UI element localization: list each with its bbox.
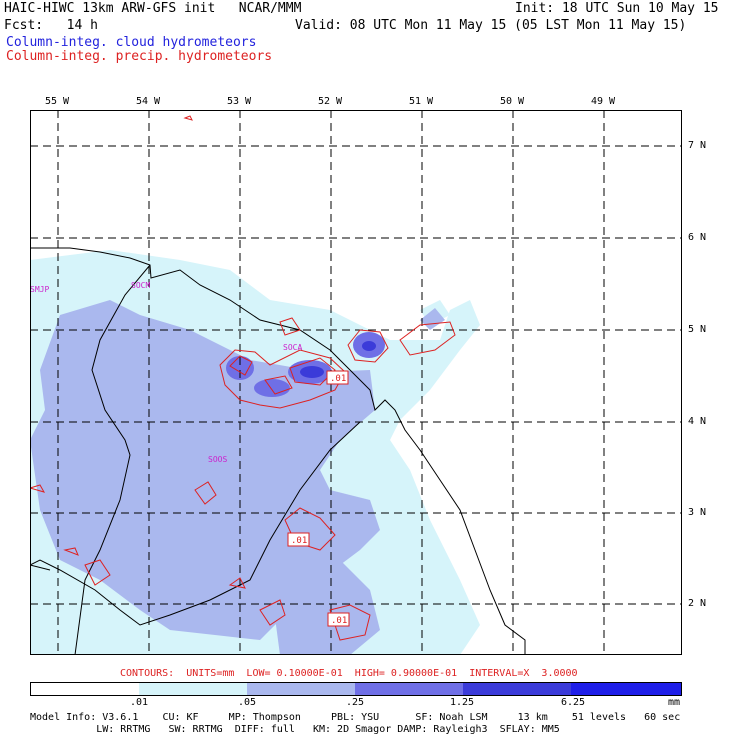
model-info-line2: LW: RRTMG SW: RRTMG DIFF: full KM: 2D Sm… — [30, 724, 560, 735]
colorbar-segment — [247, 683, 355, 695]
init-time: Init: 18 UTC Sun 10 May 15 — [515, 1, 719, 16]
lon-label: 55 W — [45, 96, 70, 107]
colorbar-units: mm — [668, 697, 681, 708]
colorbar-label: 6.25 — [561, 697, 586, 708]
colorbar-label: .05 — [238, 697, 257, 708]
colorbar-segment — [355, 683, 463, 695]
coastline — [30, 247, 526, 655]
colorbar-label: .25 — [346, 697, 365, 708]
valid-time: Valid: 08 UTC Mon 11 May 15 (05 LST Mon … — [295, 18, 687, 33]
forecast-hour: Fcst: 14 h — [4, 18, 98, 33]
station-labels: SMJP SOCM SOCA SOOS — [30, 281, 302, 464]
map-frame — [30, 110, 682, 655]
cloud-shading-core — [300, 341, 376, 378]
contours-info: CONTOURS: UNITS=mm LOW= 0.10000E-01 HIGH… — [120, 668, 578, 679]
model-info-line1: Model Info: V3.6.1 CU: KF MP: Thompson P… — [30, 712, 681, 723]
lat-label: 4 N — [688, 416, 707, 427]
field-cloud-label: Column-integ. cloud hydrometeors — [6, 35, 257, 50]
lat-label: 7 N — [688, 140, 707, 151]
lon-label: 53 W — [227, 96, 252, 107]
contour-label: .01 — [330, 374, 346, 384]
lat-label: 6 N — [688, 232, 707, 243]
field-precip-label: Column-integ. precip. hydrometeors — [6, 49, 273, 64]
station-label-soca: SOCA — [283, 343, 302, 352]
lon-label: 52 W — [318, 96, 343, 107]
title-line: HAIC-HIWC 13km ARW-GFS init NCAR/MMM — [4, 1, 302, 16]
colorbar-segment — [571, 683, 681, 695]
contour-label-boxes — [287, 370, 350, 627]
contour-label: .01 — [291, 536, 307, 546]
lat-label: 2 N — [688, 598, 707, 609]
cloud-shading-medium — [30, 300, 445, 655]
colorbar — [30, 682, 682, 696]
lon-label: 51 W — [409, 96, 434, 107]
colorbar-segment — [139, 683, 247, 695]
cloud-shading-dark — [226, 332, 385, 397]
forecast-map: SMJP SOCM SOCA SOOS .01 .01 .01 — [30, 110, 682, 655]
station-label-smjp: SMJP — [30, 285, 49, 294]
lat-label: 5 N — [688, 324, 707, 335]
colorbar-segment — [463, 683, 571, 695]
colorbar-label: .01 — [130, 697, 149, 708]
station-label-socm: SOCM — [131, 281, 150, 290]
lon-label: 50 W — [500, 96, 525, 107]
lon-label: 54 W — [136, 96, 161, 107]
lon-label: 49 W — [591, 96, 616, 107]
station-label-soos: SOOS — [208, 455, 227, 464]
contour-label: .01 — [331, 616, 347, 626]
colorbar-segment — [31, 683, 139, 695]
colorbar-label: 1.25 — [450, 697, 475, 708]
lat-label: 3 N — [688, 507, 707, 518]
lat-lon-grid — [30, 110, 682, 655]
